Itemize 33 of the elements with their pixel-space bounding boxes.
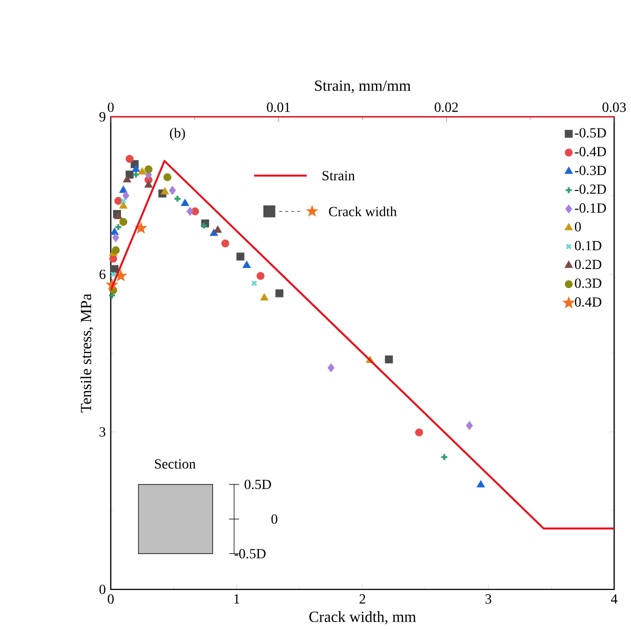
x-tick-label: 0 — [108, 594, 114, 604]
legend-label: 0.3D — [574, 278, 602, 288]
annotation: Section — [154, 459, 196, 469]
y-tick-label: 6 — [100, 270, 106, 280]
legend-label: 0.4D — [574, 297, 602, 307]
x-tick-label: 3 — [486, 594, 492, 604]
legend-label: -0.1D — [574, 203, 606, 213]
y-axis-title: Tensile stress, MPa — [80, 294, 94, 413]
x-tick-label: 1 — [234, 594, 240, 604]
legend-label: -0.4D — [574, 146, 606, 156]
legend-label: 0.1D — [574, 240, 602, 250]
x2-tick-label: 0 — [108, 102, 114, 112]
legend-label: 0.2D — [574, 260, 602, 270]
legend-label: -0.2D — [574, 184, 606, 194]
annotation: 0 — [271, 514, 278, 524]
x2-tick-label: 0.01 — [266, 102, 290, 112]
y-tick-label: 3 — [100, 427, 106, 437]
x2-tick-label: 0.03 — [602, 102, 626, 112]
legend-label: -0.5D — [574, 128, 606, 138]
x2-axis-title: Strain, mm/mm — [315, 80, 411, 94]
x-tick-label: 4 — [610, 594, 618, 604]
annotation: -0.5D — [234, 549, 266, 559]
annotation: 0.5D — [244, 480, 272, 490]
legend-label: -0.3D — [574, 166, 606, 176]
legend-label: 0 — [574, 222, 581, 232]
x-tick-label: 2 — [360, 594, 366, 604]
annotation: (b) — [170, 128, 185, 141]
y-tick-label: 9 — [99, 112, 106, 122]
x2-tick-label: 0.02 — [434, 102, 458, 112]
y-tick-label: 0 — [99, 584, 106, 594]
annotation: Crack width — [328, 206, 397, 216]
legend-label: Strain — [322, 171, 355, 180]
x-axis-title: Crack width, mm — [309, 611, 416, 624]
